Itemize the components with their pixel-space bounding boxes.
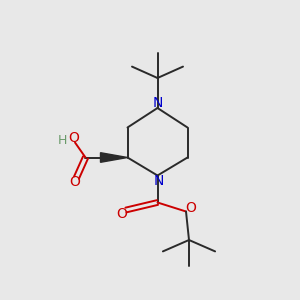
Text: O: O	[185, 202, 196, 215]
Text: O: O	[116, 207, 127, 220]
Text: N: N	[152, 96, 163, 110]
Text: H: H	[58, 134, 67, 148]
Text: O: O	[69, 131, 80, 145]
Text: O: O	[70, 175, 80, 189]
Text: N: N	[154, 174, 164, 188]
Polygon shape	[100, 153, 127, 162]
